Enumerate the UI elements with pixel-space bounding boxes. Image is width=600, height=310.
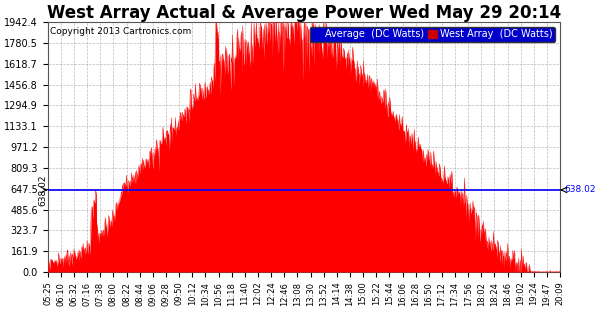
Title: West Array Actual & Average Power Wed May 29 20:14: West Array Actual & Average Power Wed Ma… [47, 4, 561, 22]
Text: 638.02: 638.02 [38, 174, 47, 206]
Text: Copyright 2013 Cartronics.com: Copyright 2013 Cartronics.com [50, 27, 191, 36]
Legend: Average  (DC Watts), West Array  (DC Watts): Average (DC Watts), West Array (DC Watts… [310, 27, 556, 42]
Text: 638.02: 638.02 [565, 185, 596, 194]
